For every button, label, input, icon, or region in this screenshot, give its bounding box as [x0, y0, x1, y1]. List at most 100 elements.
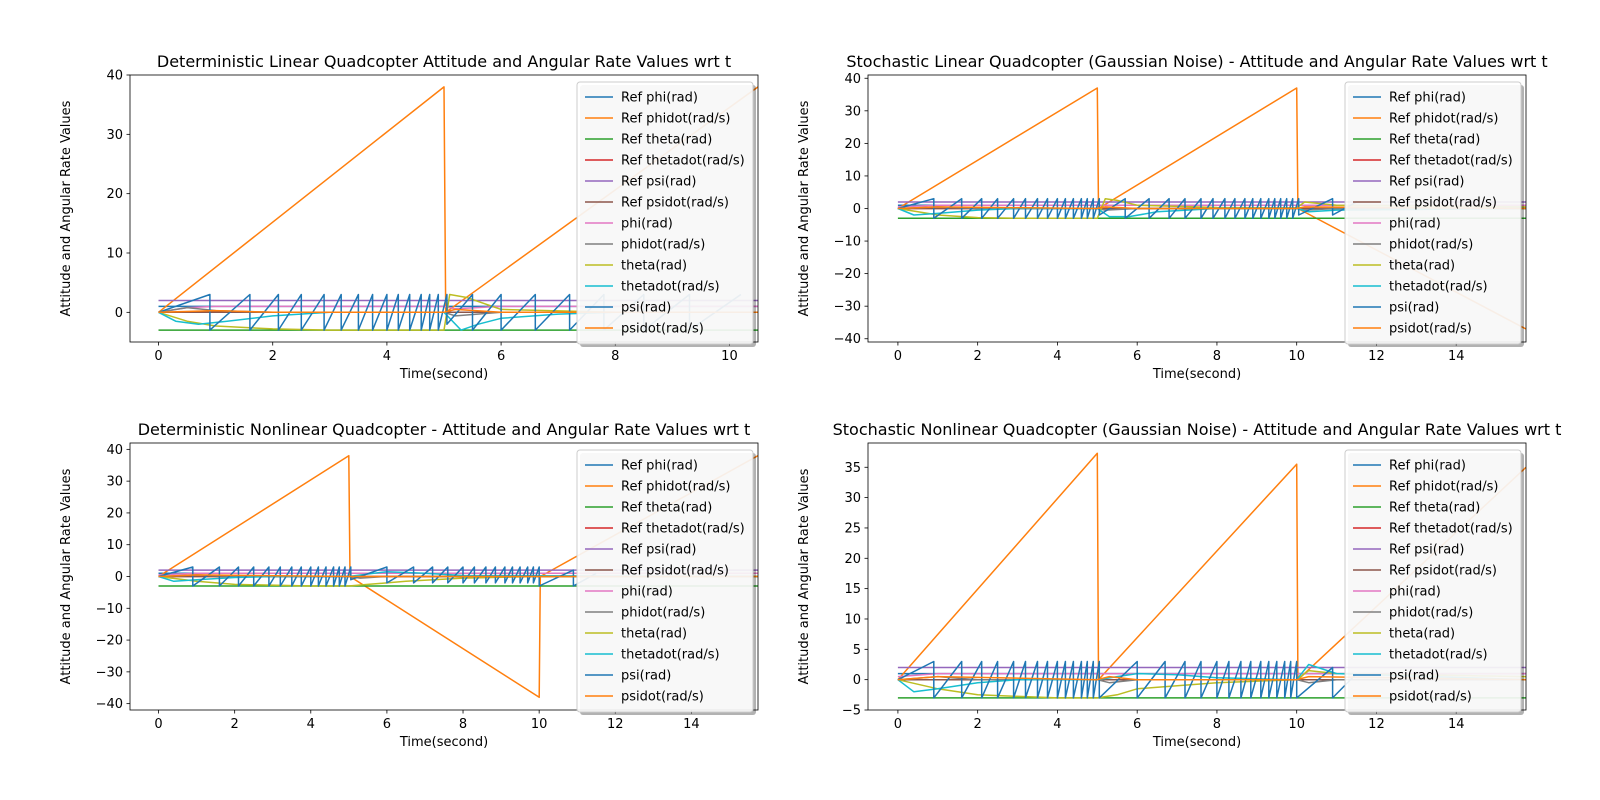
x-tick-label: 8 [1213, 717, 1221, 732]
legend-entry: Ref phidot(rad/s) [621, 480, 730, 495]
y-axis-label: Attitude and Angular Rate Values [797, 468, 812, 684]
chart-panel: 0 2 4 6 8 10 12 14 −40 −30 −20 −10 0 10 20 30 40 Determin… [59, 420, 759, 750]
legend-box [576, 81, 754, 345]
legend-entry: phidot(rad/s) [1389, 238, 1473, 253]
x-tick-label: 0 [154, 717, 162, 732]
x-axis-label: Time(second) [399, 367, 488, 382]
legend-entry: phi(rad) [1389, 217, 1441, 232]
legend: Ref phi(rad) Ref phidot(rad/s) Ref theta(r… [1344, 81, 1524, 347]
y-tick-label: 5 [853, 643, 861, 658]
legend-entry: Ref psidot(rad/s) [1389, 196, 1497, 211]
x-tick-label: 8 [1213, 349, 1221, 364]
legend-entry: psi(rad) [621, 301, 671, 316]
legend-entry: theta(rad) [621, 627, 687, 642]
legend-entry: psi(rad) [1389, 301, 1439, 316]
y-tick-label: 20 [106, 187, 123, 202]
x-axis-label: Time(second) [399, 735, 488, 750]
legend-entry: Ref phi(rad) [1389, 459, 1466, 474]
chart-title: Deterministic Linear Quadcopter Attitude… [157, 52, 731, 71]
legend-box [1344, 449, 1522, 713]
legend-entry: phidot(rad/s) [1389, 606, 1473, 621]
y-tick-label: −20 [96, 634, 123, 649]
legend-entry: psidot(rad/s) [1389, 690, 1472, 705]
legend-entry: thetadot(rad/s) [1389, 648, 1488, 663]
legend-entry: psi(rad) [621, 669, 671, 684]
x-tick-label: 8 [459, 717, 467, 732]
y-tick-label: 10 [844, 612, 861, 627]
y-tick-label: 20 [106, 506, 123, 521]
legend-entry: psidot(rad/s) [621, 690, 704, 705]
y-tick-label: −40 [96, 697, 123, 712]
x-tick-label: 0 [894, 717, 902, 732]
legend-entry: Ref psidot(rad/s) [1389, 564, 1497, 579]
legend-entry: thetadot(rad/s) [621, 280, 720, 295]
series-line-11 [158, 574, 758, 578]
y-tick-label: 30 [844, 491, 861, 506]
legend-entry: phi(rad) [1389, 585, 1441, 600]
x-tick-label: 10 [531, 717, 548, 732]
x-tick-label: 0 [154, 349, 162, 364]
x-tick-label: 4 [1053, 717, 1061, 732]
y-axis-label: Attitude and Angular Rate Values [797, 100, 812, 316]
chart-panel: 0 2 4 6 8 10 12 14 −40 −30 −20 −10 0 10 20 30 40Stochast… [797, 52, 1548, 382]
x-tick-label: 10 [1288, 349, 1305, 364]
series-line-8 [158, 293, 758, 331]
legend-entry: thetadot(rad/s) [621, 648, 720, 663]
legend-entry: Ref theta(rad) [1389, 133, 1480, 148]
x-tick-label: 14 [1448, 349, 1465, 364]
x-tick-label: 2 [974, 349, 982, 364]
series-line-6 [897, 672, 1526, 678]
legend-entry: Ref psi(rad) [621, 175, 697, 190]
x-tick-label: 4 [307, 717, 315, 732]
legend-entry: Ref psidot(rad/s) [621, 564, 729, 579]
x-tick-label: 6 [383, 717, 391, 732]
legend-entry: phi(rad) [621, 585, 673, 600]
legend-entry: phi(rad) [621, 217, 673, 232]
x-tick-label: 2 [231, 717, 239, 732]
series-line-10 [158, 566, 597, 587]
y-tick-label: 40 [106, 443, 123, 458]
x-tick-label: 14 [683, 717, 700, 732]
series-line-11 [897, 206, 1526, 210]
y-tick-label: 0 [853, 673, 861, 688]
legend-entry: Ref phi(rad) [621, 459, 698, 474]
y-tick-label: 20 [844, 137, 861, 152]
axes-frame [867, 442, 1527, 711]
y-tick-label: 0 [853, 202, 861, 217]
x-tick-label: 10 [1288, 717, 1305, 732]
legend-entry: theta(rad) [621, 259, 687, 274]
chart-title: Stochastic Linear Quadcopter (Gaussian N… [846, 52, 1547, 71]
series-line-9 [897, 663, 1526, 693]
y-tick-label: 35 [844, 461, 861, 476]
legend-box [576, 449, 754, 713]
x-tick-label: 4 [1053, 349, 1061, 364]
series-line-6 [158, 572, 758, 576]
legend-entry: Ref phi(rad) [1389, 91, 1466, 106]
x-tick-label: 6 [1133, 349, 1141, 364]
y-tick-label: −40 [834, 332, 861, 347]
legend-entry: phidot(rad/s) [621, 238, 705, 253]
y-tick-label: 10 [106, 247, 123, 262]
legend-entry: Ref theta(rad) [621, 501, 712, 516]
y-tick-label: −10 [834, 235, 861, 250]
y-tick-label: −30 [96, 665, 123, 680]
series-line-7 [897, 675, 1526, 684]
chart-panel: 0 2 4 6 8 10 0 10 20 30 40 Deterministic Linear Qua… [59, 52, 759, 382]
x-tick-label: 12 [607, 717, 624, 732]
y-tick-label: 0 [115, 570, 123, 585]
legend-box [1344, 81, 1522, 345]
y-axis-label: Attitude and Angular Rate Values [59, 468, 74, 684]
legend-entry: Ref phidot(rad/s) [1389, 480, 1498, 495]
legend-entry: Ref phidot(rad/s) [621, 112, 730, 127]
x-tick-label: 12 [1368, 717, 1385, 732]
y-axis-label: Attitude and Angular Rate Values [59, 100, 74, 316]
series-line-1 [897, 87, 1526, 330]
y-tick-label: 30 [106, 475, 123, 490]
plot-area [158, 86, 758, 331]
legend: Ref phi(rad) Ref phidot(rad/s) Ref theta(r… [576, 449, 756, 715]
legend-entry: Ref psidot(rad/s) [621, 196, 729, 211]
legend-entry: psi(rad) [1389, 669, 1439, 684]
legend-entry: Ref phidot(rad/s) [1389, 112, 1498, 127]
legend-entry: theta(rad) [1389, 259, 1455, 274]
y-tick-label: 15 [844, 582, 861, 597]
